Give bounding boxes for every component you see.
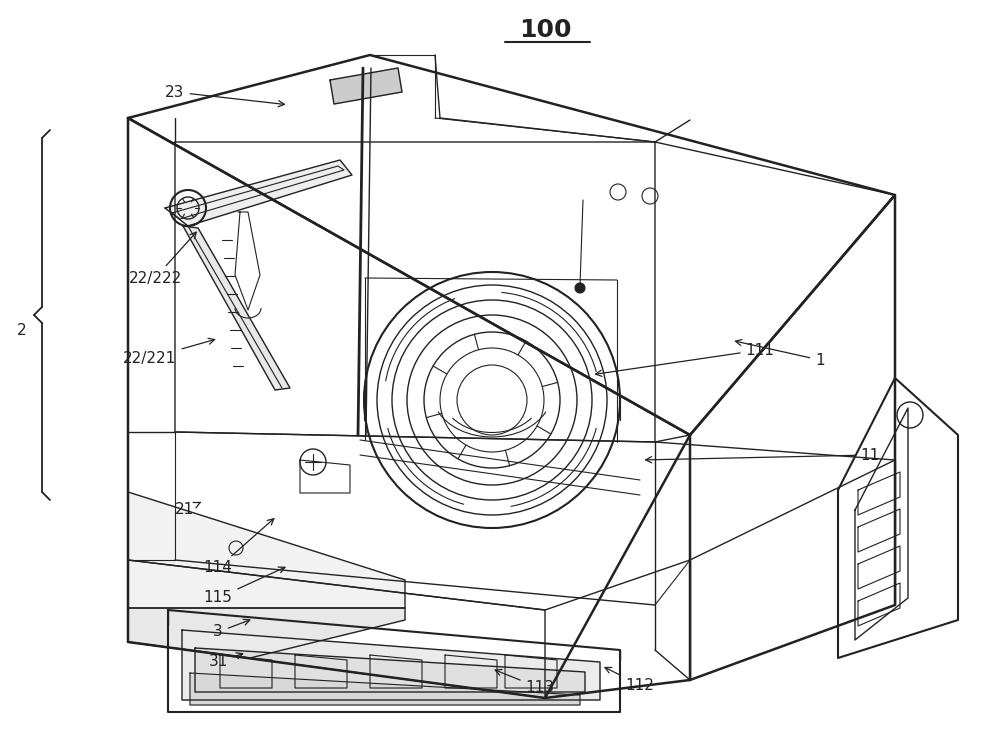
Text: 100: 100 — [519, 18, 571, 42]
Text: 31: 31 — [208, 653, 243, 670]
Text: 23: 23 — [165, 84, 284, 106]
Polygon shape — [190, 673, 580, 705]
Text: 21: 21 — [175, 503, 200, 517]
Text: 2: 2 — [17, 322, 27, 338]
Polygon shape — [165, 160, 352, 226]
Text: 111: 111 — [596, 342, 774, 376]
Text: 115: 115 — [204, 567, 285, 605]
Circle shape — [575, 283, 585, 293]
Polygon shape — [128, 492, 405, 608]
Text: 112: 112 — [605, 667, 654, 692]
Text: 22/221: 22/221 — [123, 338, 215, 366]
Polygon shape — [330, 68, 402, 104]
Text: 11: 11 — [646, 448, 880, 463]
Text: 22/222: 22/222 — [128, 232, 196, 285]
Text: 1: 1 — [735, 339, 825, 367]
Text: 113: 113 — [495, 670, 554, 695]
Polygon shape — [128, 608, 405, 658]
Polygon shape — [183, 226, 290, 390]
Text: 3: 3 — [213, 619, 250, 639]
Polygon shape — [195, 648, 585, 692]
Text: 114: 114 — [204, 519, 274, 576]
Polygon shape — [182, 630, 600, 700]
